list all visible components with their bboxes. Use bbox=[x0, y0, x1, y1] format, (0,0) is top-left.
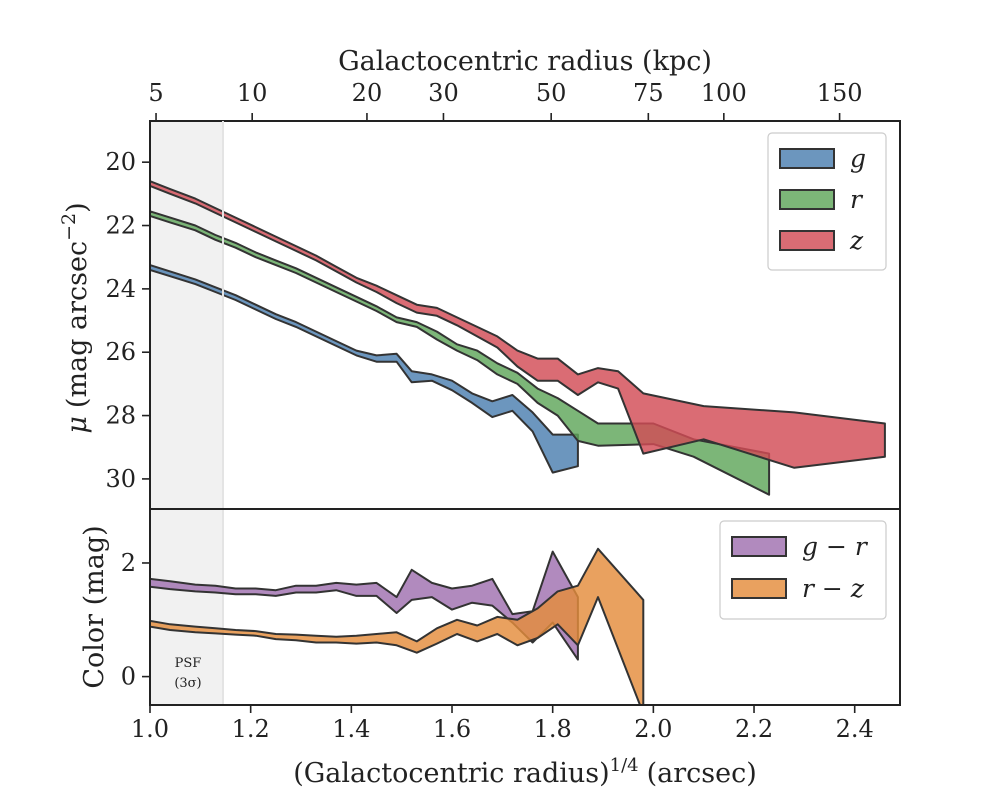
top-y-ticks: 20 22 24 26 28 30 bbox=[105, 148, 150, 493]
y-tick-label-20: 20 bbox=[105, 148, 136, 176]
x-tick-label-1.4: 1.4 bbox=[332, 715, 370, 743]
y-tick-label-24: 24 bbox=[105, 275, 136, 303]
top-tick-label-150: 150 bbox=[817, 79, 863, 107]
legend-colors: g − r r − z bbox=[719, 520, 887, 620]
band-r bbox=[150, 210, 771, 496]
legend-label-g: g bbox=[850, 144, 866, 173]
top-tick-label-50: 50 bbox=[536, 79, 567, 107]
x-tick-label-1.6: 1.6 bbox=[433, 715, 471, 743]
bottom-panel-frame bbox=[149, 508, 901, 706]
mu-axis-label: μ (mag arcsec−2) bbox=[58, 202, 93, 433]
x-tick-label-2.0: 2.0 bbox=[634, 715, 672, 743]
color-axis-label: Color (mag) bbox=[79, 525, 110, 688]
legend-label-z: z bbox=[849, 226, 864, 255]
band-z bbox=[150, 180, 886, 469]
top-tick-label-20: 20 bbox=[352, 79, 383, 107]
psf-shaded-band bbox=[150, 121, 223, 509]
y-tick-label-22: 22 bbox=[105, 212, 136, 240]
surface-brightness-areas bbox=[150, 180, 886, 496]
x-label-unit: (arcsec) bbox=[647, 758, 757, 789]
x-label-base: (Galactocentric radius) bbox=[293, 758, 609, 789]
y-tick-label-30: 30 bbox=[105, 465, 136, 493]
legend-swatch-z bbox=[779, 230, 835, 251]
legend-swatch-r bbox=[779, 189, 835, 210]
band-g bbox=[150, 264, 579, 474]
legend-label-r: r bbox=[850, 185, 864, 214]
color-tick-label-0: 0 bbox=[121, 663, 136, 691]
mu-symbol: μ bbox=[62, 416, 93, 434]
top-tick-label-30: 30 bbox=[428, 79, 459, 107]
color-panel: 02 1.0 1.2 1.4 1.6 1.8 2.0 2.2 2.4 PSF (3σ) Col… bbox=[79, 121, 901, 789]
x-axis-label: (Galactocentric radius)1/4 (arcsec) bbox=[293, 755, 757, 789]
mu-label-main: (mag arcsec bbox=[62, 241, 93, 408]
band-r-z bbox=[150, 547, 645, 705]
top-tick-label-10: 10 bbox=[237, 79, 268, 107]
bottom-y-ticks: 02 bbox=[121, 549, 150, 691]
top-tick-label-100: 100 bbox=[701, 79, 747, 107]
x-tick-label-1.8: 1.8 bbox=[534, 715, 572, 743]
mu-label-exponent: −2 bbox=[58, 213, 80, 241]
mu-label-close: ) bbox=[62, 202, 93, 213]
x-tick-label-2.2: 2.2 bbox=[735, 715, 773, 743]
y-tick-label-28: 28 bbox=[105, 402, 136, 430]
bottom-x-ticks: 1.0 1.2 1.4 1.6 1.8 2.0 2.2 2.4 bbox=[131, 705, 874, 743]
top-tick-label-75: 75 bbox=[633, 79, 664, 107]
legend-swatch-g-r bbox=[731, 536, 787, 557]
top-tick-label-5: 5 bbox=[148, 79, 163, 107]
psf-label: PSF bbox=[175, 656, 202, 671]
psf-region-top bbox=[150, 121, 223, 509]
y-tick-label-26: 26 bbox=[105, 338, 136, 366]
x-label-exponent: 1/4 bbox=[610, 755, 639, 776]
legend-swatch-r-z bbox=[731, 578, 787, 599]
legend-bands: grz bbox=[767, 132, 887, 271]
surface-brightness-panel: 20 22 24 26 28 30 5 10 20 30 50 75 100 150 Galactoce… bbox=[58, 46, 901, 510]
top-axis-label: Galactocentric radius (kpc) bbox=[338, 46, 712, 77]
x-tick-label-1.0: 1.0 bbox=[131, 715, 169, 743]
x-tick-label-1.2: 1.2 bbox=[232, 715, 270, 743]
psf-region-bottom bbox=[150, 509, 223, 705]
legend-label-r-z: r − z bbox=[802, 574, 865, 603]
legend-swatch-g bbox=[779, 148, 835, 169]
psf-sigma-label: (3σ) bbox=[174, 676, 201, 691]
top-x-ticks: 5 10 20 30 50 75 100 150 bbox=[148, 79, 863, 121]
band-g-r bbox=[150, 550, 579, 661]
legend-label-g-r: g − r bbox=[802, 532, 869, 561]
x-tick-label-2.4: 2.4 bbox=[836, 715, 874, 743]
psf-shaded-band-lower bbox=[150, 121, 224, 705]
color-areas bbox=[150, 547, 645, 705]
color-tick-label-2: 2 bbox=[121, 549, 136, 577]
